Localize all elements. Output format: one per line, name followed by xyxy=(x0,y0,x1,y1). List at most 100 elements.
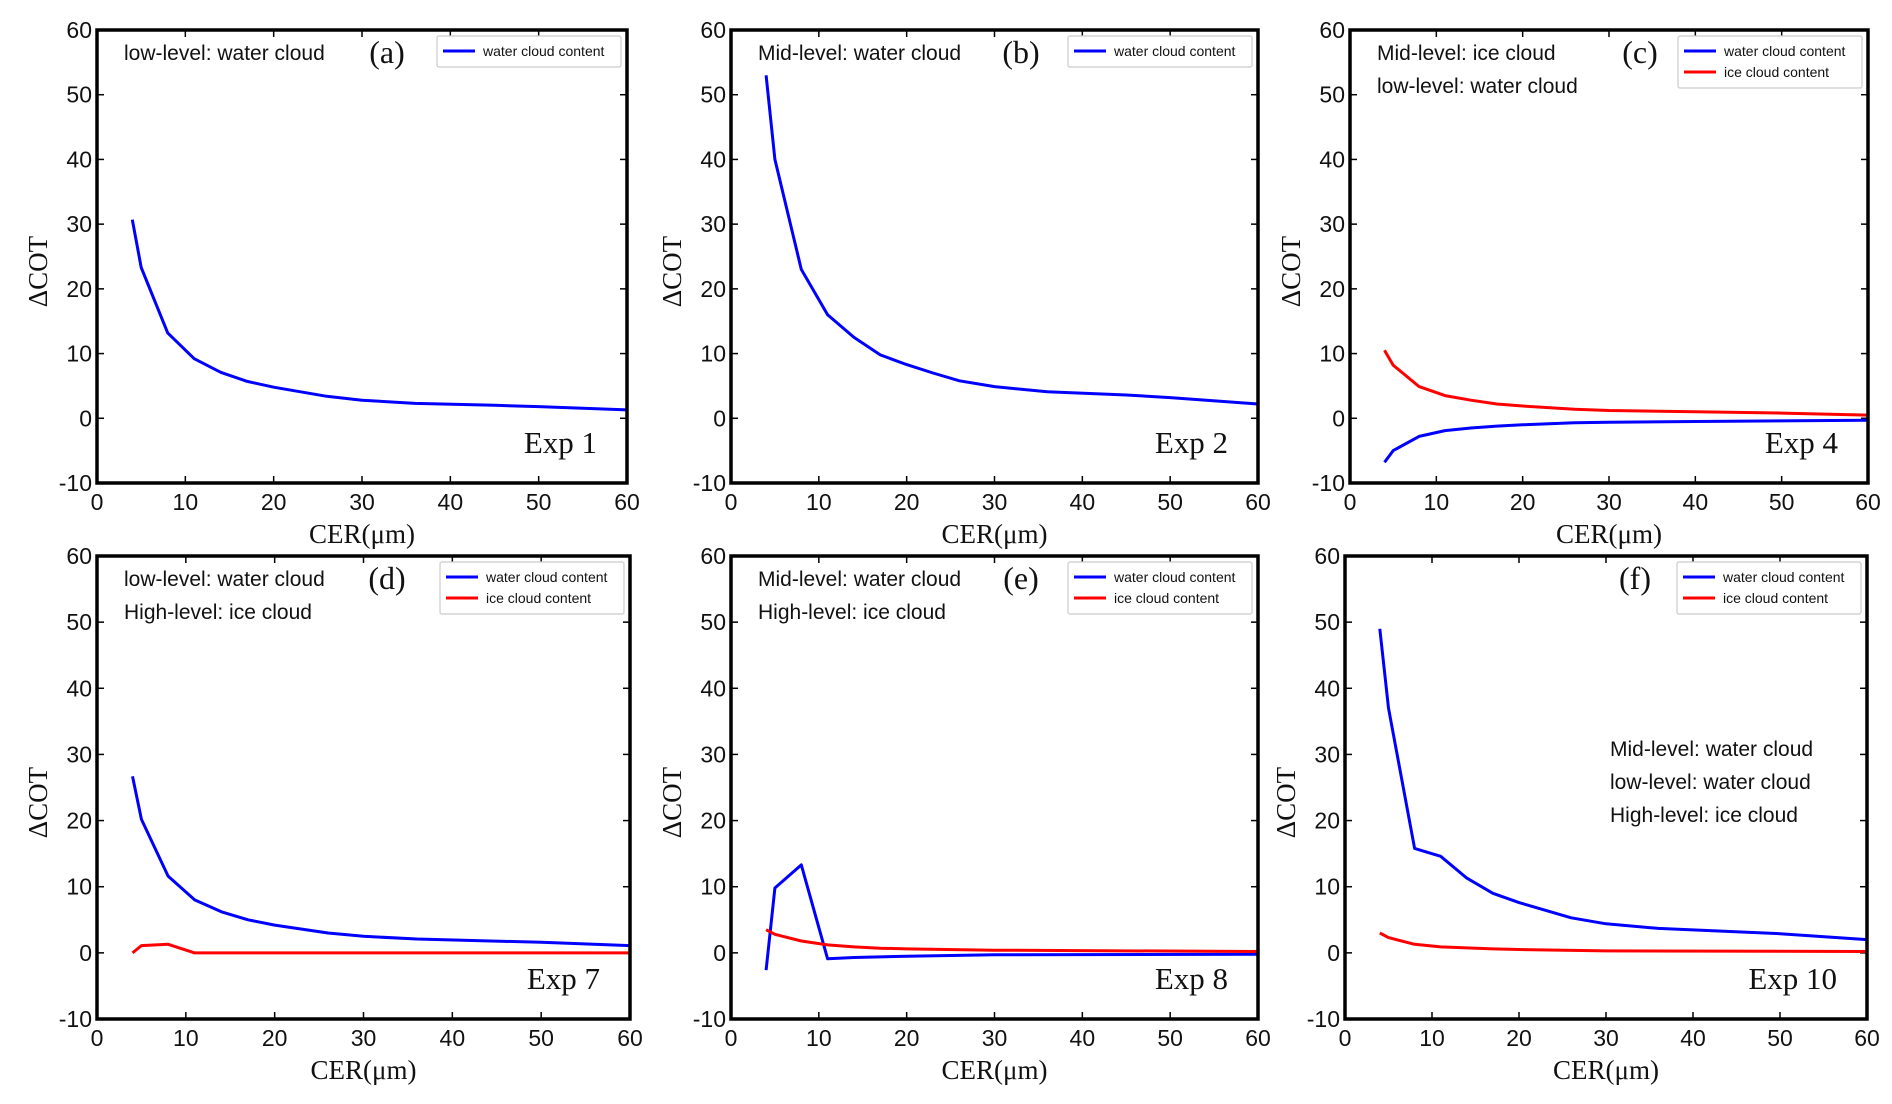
x-axis-label: CER(μm) xyxy=(1553,1055,1659,1085)
y-tick-label: 40 xyxy=(1314,675,1340,701)
x-tick-label: 40 xyxy=(1683,489,1709,515)
y-tick-label: 30 xyxy=(1319,211,1345,237)
x-tick-label: 20 xyxy=(894,489,920,515)
y-tick-label: 40 xyxy=(700,675,726,701)
legend-entry: ice cloud content xyxy=(1724,64,1829,80)
annotation-text: low-level: water cloud xyxy=(124,568,325,591)
x-tick-label: 50 xyxy=(1157,489,1183,515)
x-tick-label: 40 xyxy=(438,489,464,515)
legend-box xyxy=(1676,561,1862,615)
legend: water cloud content ice cloud content xyxy=(1677,35,1863,89)
x-tick-label: 60 xyxy=(1245,1025,1271,1051)
annotation-text: low-level: water cloud xyxy=(1610,771,1811,794)
x-tick-label: 10 xyxy=(806,489,832,515)
x-tick-label: 30 xyxy=(351,1025,377,1051)
x-tick-label: 0 xyxy=(91,1025,104,1051)
y-axis-label: ΔCOT xyxy=(23,235,53,307)
y-tick-label: 0 xyxy=(713,405,726,431)
y-tick-label: -10 xyxy=(59,470,92,496)
annotation-text: Mid-level: water cloud xyxy=(758,42,961,65)
x-tick-label: 30 xyxy=(982,1025,1008,1051)
x-tick-label: 60 xyxy=(1854,1025,1880,1051)
x-tick-label: 30 xyxy=(1596,489,1622,515)
y-tick-label: -10 xyxy=(1312,470,1345,496)
legend-entry: water cloud content xyxy=(1723,43,1846,59)
y-tick-label: 50 xyxy=(700,609,726,635)
legend: water cloud content xyxy=(436,35,622,68)
experiment-label: Exp 7 xyxy=(527,961,600,996)
y-tick-label: 30 xyxy=(1314,741,1340,767)
annotation-text: low-level: water cloud xyxy=(124,42,325,65)
y-tick-label: -10 xyxy=(1307,1006,1340,1032)
x-tick-label: 30 xyxy=(349,489,375,515)
panel-label: (d) xyxy=(368,560,405,596)
y-tick-label: 30 xyxy=(700,741,726,767)
y-tick-label: 60 xyxy=(66,543,92,569)
y-tick-label: 40 xyxy=(66,675,92,701)
x-axis-label: CER(μm) xyxy=(311,1055,417,1085)
x-tick-label: 30 xyxy=(982,489,1008,515)
y-axis-label: ΔCOT xyxy=(657,235,687,307)
annotation-text: High-level: ice cloud xyxy=(758,601,946,624)
legend: water cloud content ice cloud content xyxy=(439,561,625,615)
legend-entry: water cloud content xyxy=(1113,569,1236,585)
y-tick-label: 10 xyxy=(1319,341,1345,367)
panel-f: 0 10 20 30 40 50 60-100102030405060CER(μm)ΔCOT… xyxy=(1271,543,1880,1085)
x-tick-label: 40 xyxy=(440,1025,466,1051)
x-tick-label: 50 xyxy=(1769,489,1795,515)
y-tick-label: 10 xyxy=(700,874,726,900)
legend-box xyxy=(1677,35,1863,89)
y-tick-label: 50 xyxy=(66,609,92,635)
y-tick-label: 0 xyxy=(79,405,92,431)
x-tick-label: 50 xyxy=(1767,1025,1793,1051)
panel-c: 0 10 20 30 40 50 60-100102030405060CER(μm)ΔCOT… xyxy=(1276,17,1881,549)
x-tick-label: 20 xyxy=(1510,489,1536,515)
y-tick-label: 20 xyxy=(1319,276,1345,302)
annotation-text: low-level: water cloud xyxy=(1377,75,1578,98)
legend: water cloud content ice cloud content xyxy=(1676,561,1862,615)
y-tick-label: -10 xyxy=(693,1006,726,1032)
experiment-label: Exp 10 xyxy=(1748,961,1837,996)
legend-entry: ice cloud content xyxy=(1114,590,1219,606)
legend-entry: water cloud content xyxy=(1113,43,1236,59)
legend: water cloud content xyxy=(1067,35,1253,68)
legend-box xyxy=(1067,35,1253,68)
x-tick-label: 0 xyxy=(1339,1025,1352,1051)
panel-b: 0 10 20 30 40 50 60-100102030405060CER(μm)ΔCOT… xyxy=(657,17,1271,549)
plot-frame xyxy=(729,554,1260,1021)
x-tick-label: 50 xyxy=(526,489,552,515)
y-tick-label: 50 xyxy=(700,82,726,108)
y-tick-label: 60 xyxy=(66,17,92,43)
legend-box xyxy=(1067,561,1253,615)
experiment-label: Exp 4 xyxy=(1765,425,1839,460)
panel-d: 0 10 20 30 40 50 60-100102030405060CER(μm)ΔCOT… xyxy=(23,543,643,1085)
panel-label: (c) xyxy=(1622,34,1658,70)
legend-box xyxy=(439,561,625,615)
x-axis-label: CER(μm) xyxy=(942,1055,1048,1085)
x-tick-label: 20 xyxy=(1506,1025,1532,1051)
y-tick-label: 20 xyxy=(66,276,92,302)
y-tick-label: 10 xyxy=(700,341,726,367)
y-tick-label: 10 xyxy=(66,874,92,900)
x-tick-label: 0 xyxy=(725,489,738,515)
experiment-label: Exp 8 xyxy=(1155,961,1228,996)
plot-frame xyxy=(95,28,629,485)
x-tick-label: 40 xyxy=(1680,1025,1706,1051)
x-tick-label: 60 xyxy=(617,1025,643,1051)
annotation-text: Mid-level: ice cloud xyxy=(1377,42,1556,65)
legend-entry: ice cloud content xyxy=(1723,590,1828,606)
y-tick-label: 50 xyxy=(66,82,92,108)
annotation-text: High-level: ice cloud xyxy=(1610,804,1798,827)
x-tick-label: 0 xyxy=(1344,489,1357,515)
legend-entry: ice cloud content xyxy=(486,590,591,606)
plot-frame xyxy=(95,554,632,1021)
panel-label: (f) xyxy=(1619,560,1651,596)
legend-entry: water cloud content xyxy=(1722,569,1845,585)
y-tick-label: 20 xyxy=(700,808,726,834)
y-axis-label: ΔCOT xyxy=(1276,235,1306,307)
x-tick-label: 40 xyxy=(1070,489,1096,515)
y-axis-label: ΔCOT xyxy=(23,766,53,838)
y-tick-label: -10 xyxy=(59,1006,92,1032)
annotation-text: Mid-level: water cloud xyxy=(1610,738,1813,761)
x-tick-label: 30 xyxy=(1593,1025,1619,1051)
